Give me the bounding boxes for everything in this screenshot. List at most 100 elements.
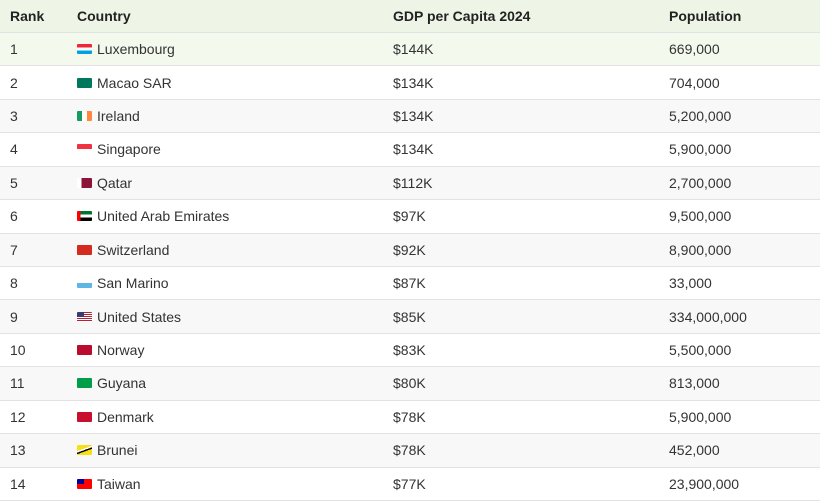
table-cell: $80K: [393, 367, 426, 399]
cell-text: Switzerland: [97, 241, 170, 258]
table-cell: 9,500,000: [669, 200, 731, 232]
table-cell: 9: [10, 300, 18, 332]
cell-text: $80K: [393, 375, 426, 392]
table-cell: 2: [10, 66, 18, 98]
table-cell: $77K: [393, 468, 426, 500]
table-cell: $78K: [393, 434, 426, 466]
cell-text: 5,900,000: [669, 408, 732, 425]
cell-text: 10: [10, 342, 26, 359]
cell-text: Luxembourg: [97, 41, 175, 58]
cell-text: 669,000: [669, 41, 720, 58]
table-cell: $134K: [393, 100, 433, 132]
table-cell: San Marino: [77, 267, 169, 299]
cell-text: $92K: [393, 241, 426, 258]
header-cell: Rank: [10, 8, 45, 24]
cell-text: 813,000: [669, 375, 720, 392]
cell-text: San Marino: [97, 275, 169, 292]
table-cell: $134K: [393, 66, 433, 98]
table-cell: 5,500,000: [669, 334, 731, 366]
table-cell: Ireland: [77, 100, 140, 132]
flag-icon: [77, 144, 92, 155]
table-row: 9 United States $85K 334,000,000: [0, 300, 820, 334]
table-row: 13 Brunei $78K 452,000: [0, 434, 820, 468]
cell-text: Macao SAR: [97, 74, 172, 91]
table-cell: Guyana: [77, 367, 146, 399]
table-cell: $85K: [393, 300, 426, 332]
table-row: 11 Guyana $80K 813,000: [0, 367, 820, 401]
table-row: 7 Switzerland $92K 8,900,000: [0, 233, 820, 267]
cell-text: $78K: [393, 408, 426, 425]
cell-text: 4: [10, 141, 18, 158]
cell-text: $97K: [393, 208, 426, 225]
table-cell: 8: [10, 267, 18, 299]
table-cell: 3: [10, 100, 18, 132]
flag-icon: [77, 311, 92, 322]
table-cell: 704,000: [669, 66, 720, 98]
table-cell: 5,900,000: [669, 401, 731, 433]
table-cell: 1: [10, 33, 18, 65]
cell-text: Taiwan: [97, 475, 141, 492]
table-cell: $83K: [393, 334, 426, 366]
table-cell: Denmark: [77, 401, 154, 433]
table-cell: 23,900,000: [669, 468, 739, 500]
cell-text: $112K: [393, 174, 433, 191]
cell-text: 33,000: [669, 275, 712, 292]
flag-icon: [77, 177, 92, 188]
cell-text: 2,700,000: [669, 174, 732, 191]
table-cell: Switzerland: [77, 234, 169, 266]
cell-text: $85K: [393, 308, 426, 325]
table-cell: 813,000: [669, 367, 720, 399]
header-cell: Country: [77, 8, 131, 24]
cell-text: $144K: [393, 41, 434, 58]
table-cell: 10: [10, 334, 26, 366]
header-row: Rank Country GDP per Capita 2024 Populat…: [0, 0, 820, 33]
flag-icon: [77, 244, 92, 255]
cell-text: 13: [10, 442, 26, 459]
cell-text: $134K: [393, 108, 434, 125]
table-cell: 7: [10, 234, 18, 266]
cell-text: United States: [97, 308, 182, 325]
cell-text: 452,000: [669, 442, 720, 459]
table-cell: 6: [10, 200, 18, 232]
table-cell: 13: [10, 434, 26, 466]
cell-text: Singapore: [97, 141, 161, 158]
table-cell: 8,900,000: [669, 234, 731, 266]
cell-text: $87K: [393, 275, 426, 292]
header-cell: GDP per Capita 2024: [393, 8, 531, 24]
flag-icon: [77, 345, 92, 356]
flag-icon: [77, 111, 92, 122]
cell-text: 6: [10, 208, 18, 225]
flag-icon: [77, 378, 92, 389]
cell-text: 334,000,000: [669, 308, 747, 325]
table-cell: 33,000: [669, 267, 712, 299]
table-cell: Norway: [77, 334, 144, 366]
cell-text: Denmark: [97, 408, 154, 425]
table-cell: $134K: [393, 133, 433, 165]
table-row: 4 Singapore $134K 5,900,000: [0, 133, 820, 167]
table-cell: 334,000,000: [669, 300, 747, 332]
cell-text: 7: [10, 241, 18, 258]
table-cell: $97K: [393, 200, 426, 232]
cell-text: 12: [10, 408, 26, 425]
cell-text: 1: [10, 41, 18, 58]
table-cell: 452,000: [669, 434, 720, 466]
table-cell: Macao SAR: [77, 66, 172, 98]
flag-icon: [77, 445, 92, 456]
table-cell: 14: [10, 468, 26, 500]
table-cell: United Arab Emirates: [77, 200, 229, 232]
cell-text: Brunei: [97, 442, 138, 459]
cell-text: $134K: [393, 74, 434, 91]
table-row: 8 San Marino $87K 33,000: [0, 267, 820, 301]
cell-text: 2: [10, 74, 18, 91]
table-cell: Luxembourg: [77, 33, 175, 65]
table-cell: 669,000: [669, 33, 720, 65]
cell-text: 14: [10, 475, 26, 492]
table-cell: 5: [10, 167, 18, 199]
cell-text: 704,000: [669, 74, 720, 91]
table-cell: $144K: [393, 33, 433, 65]
table-cell: Singapore: [77, 133, 161, 165]
cell-text: Qatar: [97, 174, 133, 191]
table-cell: $87K: [393, 267, 426, 299]
table-cell: Taiwan: [77, 468, 141, 500]
